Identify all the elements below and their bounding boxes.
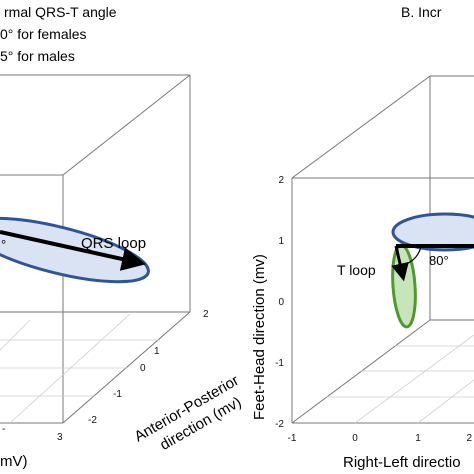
panel-b-box xyxy=(291,75,474,424)
panel-b-angle-label: 80° xyxy=(429,253,449,268)
panel-b-title: B. Incr xyxy=(401,4,442,20)
ap-tick-m1: -1 xyxy=(113,389,122,400)
rl-tick-2: 2 xyxy=(466,433,472,444)
rl-tick-1: 1 xyxy=(415,433,421,444)
bottom-axis-tick-left: - xyxy=(2,424,5,435)
panel-a-title-line-3: 5° for males xyxy=(0,48,75,64)
qrs-loop-label: QRS loop xyxy=(81,235,146,252)
panel-b-floor-grid xyxy=(326,334,474,424)
fh-tick-m1: -1 xyxy=(275,358,284,369)
qrs-vector-arrow xyxy=(0,230,146,271)
fh-axis-label: Feet-Head direction (mv) xyxy=(251,254,268,420)
panel-a-title-line-1: rmal QRS-T angle xyxy=(4,4,117,20)
panel-a-bottom-axis-label: mV) xyxy=(0,453,28,470)
fh-tick-2: 2 xyxy=(278,175,284,186)
panel-a-angle-label: ° xyxy=(1,237,6,252)
panel-a: rmal QRS-T angle 0° for females 5° for m… xyxy=(0,4,245,470)
bottom-axis-tick-3: 3 xyxy=(57,432,63,443)
rl-axis-label: Right-Left directio xyxy=(343,454,461,471)
panel-a-floor-grid xyxy=(0,313,160,424)
t-loop xyxy=(391,243,417,329)
fh-tick-1: 1 xyxy=(278,236,284,247)
panel-a-box xyxy=(0,74,191,424)
panel-b: B. Incr 2 1 0 -1 -2 -1 0 1 2 xyxy=(251,4,474,471)
ap-tick-1: 1 xyxy=(154,346,160,357)
rl-tick-0: 0 xyxy=(352,433,358,444)
ap-axis-label: Anterior-Posterior direction (mv) xyxy=(132,372,245,454)
ap-tick-m2: -2 xyxy=(88,415,97,426)
fh-tick-0: 0 xyxy=(278,297,284,308)
ap-tick-2: 2 xyxy=(203,309,209,320)
rl-tick-m1: -1 xyxy=(288,433,297,444)
t-vector-arrow xyxy=(391,245,409,282)
ap-tick-0: 0 xyxy=(140,363,146,374)
t-loop-label: T loop xyxy=(337,262,376,278)
panel-b-qrs-loop xyxy=(391,212,474,252)
fh-tick-m2: -2 xyxy=(275,419,284,430)
panel-a-title-line-2: 0° for females xyxy=(0,26,87,42)
